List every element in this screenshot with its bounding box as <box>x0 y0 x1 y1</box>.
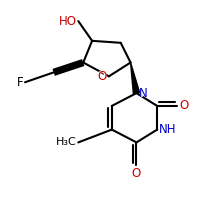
Text: N: N <box>138 87 147 100</box>
Text: NH: NH <box>159 123 181 136</box>
Polygon shape <box>131 63 140 94</box>
Text: HO: HO <box>54 15 77 28</box>
Text: HO: HO <box>59 15 77 28</box>
Text: O: O <box>179 99 190 112</box>
Text: H₃C: H₃C <box>56 137 76 147</box>
Text: O: O <box>98 70 107 83</box>
Text: F: F <box>16 76 23 89</box>
Text: H₃C: H₃C <box>51 136 76 149</box>
Text: F: F <box>14 76 23 89</box>
Text: O: O <box>96 70 107 83</box>
Text: O: O <box>132 167 141 180</box>
Text: NH: NH <box>159 123 176 136</box>
Text: N: N <box>138 87 150 100</box>
Text: O: O <box>131 167 142 180</box>
Text: O: O <box>179 99 188 112</box>
